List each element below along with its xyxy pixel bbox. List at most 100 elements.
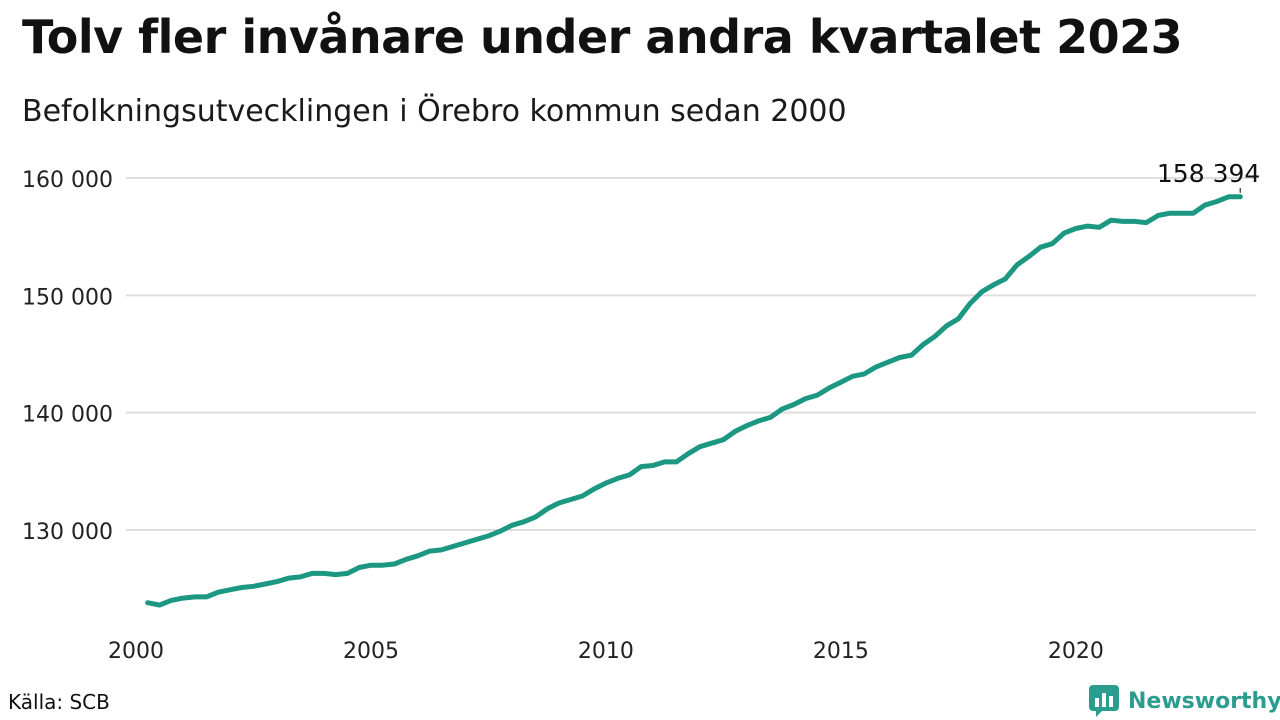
data-point xyxy=(1062,231,1067,236)
y-axis-ticks: 130 000 140 000 150 000 160 000 xyxy=(22,168,113,545)
data-point xyxy=(521,519,526,524)
data-point xyxy=(1050,241,1055,246)
data-point xyxy=(1179,211,1184,216)
x-axis-ticks: 2000 2005 2010 2015 2020 xyxy=(108,639,1104,664)
y-tick-label: 160 000 xyxy=(22,168,113,193)
data-point xyxy=(885,360,890,365)
x-tick-label: 2000 xyxy=(108,639,164,664)
y-tick-label: 130 000 xyxy=(22,520,113,545)
brand-logo[interactable]: Newsworthy xyxy=(1088,684,1280,718)
data-point xyxy=(545,506,550,511)
data-point xyxy=(568,497,573,502)
series-line xyxy=(145,194,1243,608)
data-point xyxy=(639,464,644,469)
data-point xyxy=(427,549,432,554)
data-point xyxy=(592,486,597,491)
data-point xyxy=(791,402,796,407)
data-point xyxy=(145,600,150,605)
data-point xyxy=(274,579,279,584)
series-layer xyxy=(145,194,1243,608)
data-point xyxy=(180,596,185,601)
data-point xyxy=(498,529,503,534)
data-point xyxy=(874,364,879,369)
gridlines xyxy=(126,177,1256,531)
data-point xyxy=(404,557,409,562)
data-point xyxy=(1132,219,1137,224)
data-point xyxy=(1203,202,1208,207)
data-point xyxy=(909,353,914,358)
data-point xyxy=(709,441,714,446)
x-tick-label: 2010 xyxy=(578,639,634,664)
data-point xyxy=(838,380,843,385)
newsworthy-logo-icon xyxy=(1089,685,1119,717)
data-point xyxy=(333,572,338,577)
data-point xyxy=(486,533,491,538)
data-point xyxy=(862,371,867,376)
data-point xyxy=(979,289,984,294)
data-point xyxy=(1026,254,1031,259)
data-point xyxy=(345,571,350,576)
data-point xyxy=(1015,262,1020,267)
data-point xyxy=(1097,225,1102,230)
data-point xyxy=(803,396,808,401)
data-point xyxy=(603,481,608,486)
end-label-layer: 158 394 xyxy=(1157,159,1260,193)
data-point xyxy=(509,523,514,528)
data-point xyxy=(216,590,221,595)
data-point xyxy=(615,476,620,481)
data-point xyxy=(1003,276,1008,281)
data-point xyxy=(1144,220,1149,225)
data-point xyxy=(204,594,209,599)
data-point xyxy=(580,493,585,498)
data-point xyxy=(192,594,197,599)
data-point xyxy=(627,472,632,477)
data-point xyxy=(650,463,655,468)
data-point xyxy=(462,540,467,545)
data-point xyxy=(733,429,738,434)
data-point xyxy=(932,334,937,339)
data-point xyxy=(1167,211,1172,216)
data-point xyxy=(1156,213,1161,218)
data-point xyxy=(227,587,232,592)
data-point xyxy=(380,563,385,568)
data-point xyxy=(780,407,785,412)
chart-title: Tolv fler invånare under andra kvartalet… xyxy=(22,10,1183,64)
data-point xyxy=(556,501,561,506)
data-point xyxy=(239,585,244,590)
data-point xyxy=(956,316,961,321)
brand-name: Newsworthy xyxy=(1128,688,1280,714)
data-point xyxy=(1073,226,1078,231)
data-point xyxy=(357,565,362,570)
data-point xyxy=(897,355,902,360)
data-point xyxy=(850,374,855,379)
source-note: Källa: SCB xyxy=(8,690,110,714)
y-tick-label: 140 000 xyxy=(22,403,113,428)
data-point xyxy=(968,301,973,306)
data-point xyxy=(1120,219,1125,224)
data-point xyxy=(756,418,761,423)
data-point xyxy=(533,515,538,520)
data-point xyxy=(674,459,679,464)
end-value-label: 158 394 xyxy=(1157,159,1260,188)
x-tick-label: 2015 xyxy=(813,639,869,664)
y-tick-label: 150 000 xyxy=(22,285,113,310)
data-point xyxy=(1191,211,1196,216)
data-point xyxy=(474,537,479,542)
data-point xyxy=(1226,194,1231,199)
data-point xyxy=(921,342,926,347)
data-point xyxy=(1085,224,1090,229)
data-point xyxy=(251,584,256,589)
data-point xyxy=(944,323,949,328)
data-point xyxy=(815,393,820,398)
data-point xyxy=(439,547,444,552)
data-point xyxy=(721,437,726,442)
data-point xyxy=(768,415,773,420)
data-point xyxy=(451,544,456,549)
data-point xyxy=(1238,194,1243,199)
data-point xyxy=(991,282,996,287)
data-point xyxy=(368,563,373,568)
data-point xyxy=(1214,199,1219,204)
x-tick-label: 2020 xyxy=(1048,639,1104,664)
data-point xyxy=(286,576,291,581)
data-point xyxy=(1038,245,1043,250)
